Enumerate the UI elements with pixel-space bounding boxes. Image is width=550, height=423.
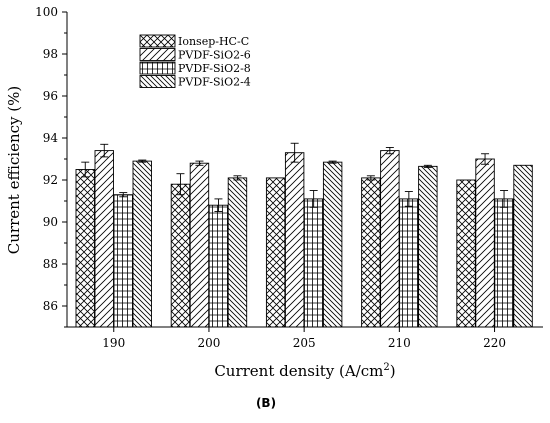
bar-ionsep-hc-c-200 — [170, 183, 191, 328]
y-tick-label: 96 — [43, 89, 58, 103]
bars-layer — [75, 150, 533, 328]
x-axis-title-end: ) — [390, 362, 396, 380]
y-axis-title: Current efficiency (%) — [5, 86, 23, 254]
x-axis-title-superscript: 2 — [383, 362, 389, 373]
x-tick-label-210: 210 — [388, 336, 411, 350]
bar-pvdf-sio2-4-200 — [227, 177, 248, 328]
y-tick-label: 100 — [35, 5, 58, 19]
y-tick-label: 98 — [43, 47, 58, 61]
x-axis-title: Current density (A/cm2) — [214, 362, 395, 380]
bar-ionsep-hc-c-220 — [456, 179, 476, 328]
error-bars-layer — [81, 142, 509, 212]
bar-ionsep-hc-c-210 — [361, 177, 381, 328]
x-axis-title-main: Current density (A/cm — [214, 362, 383, 380]
bar-pvdf-sio2-6-190 — [94, 150, 114, 328]
bar-pvdf-sio2-8-205 — [303, 198, 324, 328]
y-tick-label: 94 — [43, 131, 59, 145]
legend-swatch-pvdf-sio2-8 — [139, 61, 176, 75]
legend-swatch-pvdf-sio2-6 — [139, 48, 176, 61]
legend: Ionsep-HC-CPVDF-SiO2-6PVDF-SiO2-8PVDF-Si… — [139, 34, 251, 89]
y-tick-label: 92 — [43, 173, 58, 187]
legend-label-pvdf-sio2-6: PVDF-SiO2-6 — [178, 49, 251, 62]
x-tick-label-200: 200 — [197, 336, 220, 350]
bar-pvdf-sio2-4-190 — [132, 160, 152, 328]
bar-pvdf-sio2-8-220 — [494, 198, 514, 328]
x-tick-label-190: 190 — [102, 336, 125, 350]
bar-ionsep-hc-c-190 — [75, 169, 95, 328]
bar-pvdf-sio2-6-205 — [284, 152, 305, 328]
legend-swatch-pvdf-sio2-4 — [139, 75, 176, 88]
bar-pvdf-sio2-4-210 — [418, 165, 438, 328]
y-tick-label: 90 — [43, 215, 58, 229]
bar-ionsep-hc-c-205 — [265, 177, 286, 328]
y-tick-label: 88 — [43, 257, 58, 271]
bar-pvdf-sio2-6-210 — [380, 150, 400, 328]
bar-pvdf-sio2-8-200 — [208, 204, 229, 328]
y-axis-ticks: 86 88 90 92 94 96 98 100 — [35, 5, 67, 328]
legend-label-pvdf-sio2-8: PVDF-SiO2-8 — [178, 62, 251, 75]
bar-pvdf-sio2-6-200 — [189, 162, 210, 328]
bar-pvdf-sio2-4-205 — [322, 161, 343, 328]
figure-caption: (B) — [256, 396, 276, 410]
legend-label-ionsep-hc-c: Ionsep-HC-C — [178, 35, 249, 48]
x-axis-ticks: 190 200 205 210 220 — [102, 327, 506, 350]
bar-pvdf-sio2-6-220 — [475, 158, 495, 328]
x-tick-label-205: 205 — [293, 336, 316, 350]
bar-pvdf-sio2-4-220 — [513, 164, 533, 328]
bar-pvdf-sio2-8-210 — [399, 198, 419, 328]
legend-label-pvdf-sio2-4: PVDF-SiO2-4 — [178, 76, 251, 89]
x-tick-label-220: 220 — [483, 336, 506, 350]
bar-pvdf-sio2-8-190 — [113, 194, 133, 328]
y-tick-label: 86 — [43, 299, 58, 313]
legend-swatch-ionsep-hc-c — [139, 34, 176, 48]
